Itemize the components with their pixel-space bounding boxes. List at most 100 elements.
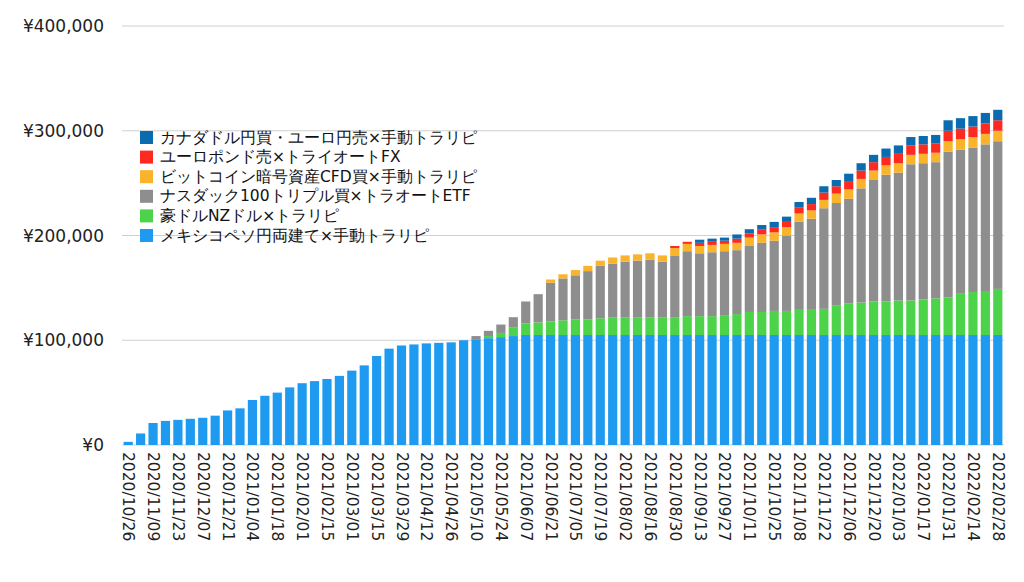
- bar-segment: [459, 340, 468, 341]
- bar-segment: [521, 301, 530, 323]
- bar-segment: [509, 317, 518, 318]
- bar-segment: [608, 264, 617, 317]
- bar-segment: [248, 399, 257, 400]
- bar-segment: [422, 343, 431, 344]
- bar-segment: [993, 289, 1002, 335]
- bar-segment: [956, 335, 965, 445]
- bar-segment: [596, 266, 605, 318]
- bar-segment: [906, 137, 915, 145]
- bar-segment: [496, 324, 505, 325]
- bar-segment: [409, 344, 418, 345]
- bar-segment: [521, 301, 530, 302]
- bar-segment: [770, 241, 779, 311]
- bar-segment: [384, 348, 393, 349]
- bar-segment: [869, 171, 878, 180]
- bar-segment: [720, 335, 729, 445]
- bar-segment: [347, 370, 356, 371]
- bar-segment: [732, 234, 741, 238]
- bar-segment: [881, 335, 890, 445]
- bar-segment: [968, 292, 977, 335]
- legend-label: 豪ドルNZドル×トラリピ: [160, 207, 339, 225]
- bar-segment: [546, 335, 555, 445]
- x-tick-label: 2021/10/11: [740, 452, 758, 541]
- bar-segment: [608, 257, 617, 258]
- bar-segment: [869, 335, 878, 445]
- y-tick-label: ¥300,000: [23, 121, 104, 141]
- bar-segment: [819, 208, 828, 309]
- bar-segment: [931, 143, 940, 152]
- x-tick-label: 2021/06/07: [517, 452, 535, 541]
- bar-segment: [571, 270, 580, 275]
- x-tick-label: 2020/12/21: [219, 452, 237, 541]
- bar-segment: [124, 441, 133, 442]
- bar-segment: [509, 317, 518, 318]
- bar-segment: [819, 193, 828, 200]
- bar-segment: [223, 410, 232, 411]
- bar-segment: [770, 227, 779, 232]
- bar-segment: [534, 294, 543, 295]
- bar-segment: [173, 419, 182, 420]
- bar-segment: [558, 274, 567, 275]
- bar-segment: [608, 257, 617, 263]
- bar-segment: [161, 420, 170, 421]
- x-tick-label: 2021/01/04: [243, 452, 261, 541]
- bar-segment: [683, 241, 692, 242]
- x-tick-label: 2022/01/03: [889, 452, 907, 541]
- bar-segment: [298, 383, 307, 384]
- x-tick-label: 2021/04/26: [442, 452, 460, 541]
- bar-segment: [484, 330, 493, 331]
- bar-segment: [136, 433, 145, 434]
- bar-segment: [285, 387, 294, 388]
- bar-segment: [832, 180, 841, 186]
- bar-segment: [621, 317, 630, 335]
- bar-segment: [285, 387, 294, 388]
- legend-label: メキシコペソ円両建て×手動トラリピ: [160, 227, 429, 245]
- bar-segment: [496, 325, 505, 333]
- bar-segment: [471, 336, 480, 337]
- bar-segment: [273, 393, 282, 445]
- bar-segment: [944, 120, 953, 130]
- bar-segment: [931, 298, 940, 335]
- bar-segment: [819, 309, 828, 335]
- bar-segment: [558, 274, 567, 275]
- bar-segment: [993, 110, 1002, 120]
- bar-segment: [832, 335, 841, 445]
- bar-segment: [782, 217, 791, 222]
- bar-segment: [409, 344, 418, 345]
- bar-segment: [732, 314, 741, 335]
- bar-segment: [844, 199, 853, 304]
- bar-segment: [124, 441, 133, 442]
- bar-segment: [235, 408, 244, 445]
- bar-segment: [211, 415, 220, 416]
- bar-segment: [298, 383, 307, 445]
- bar-segment: [658, 262, 667, 318]
- bar-segment: [260, 396, 269, 445]
- legend-label: カナダドル円買・ユーロ円売×手動トラリピ: [160, 129, 477, 147]
- bar-segment: [173, 419, 182, 420]
- bar-segment: [211, 415, 220, 416]
- bar-segment: [757, 234, 766, 242]
- bar-segment: [931, 162, 940, 298]
- bar-segment: [869, 301, 878, 335]
- bar-segment: [161, 420, 170, 421]
- bar-segment: [919, 144, 928, 153]
- bar-segment: [906, 155, 915, 164]
- bar-segment: [770, 232, 779, 240]
- bar-segment: [260, 395, 269, 396]
- bar-segment: [695, 246, 704, 253]
- bar-segment: [335, 375, 344, 376]
- bar-segment: [496, 337, 505, 445]
- bar-segment: [881, 157, 890, 165]
- legend-swatch: [140, 151, 153, 164]
- x-tick-label: 2021/02/15: [318, 452, 336, 541]
- bar-segment: [944, 131, 953, 141]
- bar-segment: [633, 254, 642, 260]
- bar-segment: [447, 342, 456, 343]
- bar-segment: [198, 417, 207, 418]
- x-tick-label: 2022/01/17: [914, 452, 932, 541]
- bar-segment: [534, 335, 543, 445]
- bar-segment: [173, 419, 182, 420]
- bar-segment: [447, 342, 456, 343]
- bar-segment: [136, 433, 145, 434]
- bar-segment: [384, 348, 393, 349]
